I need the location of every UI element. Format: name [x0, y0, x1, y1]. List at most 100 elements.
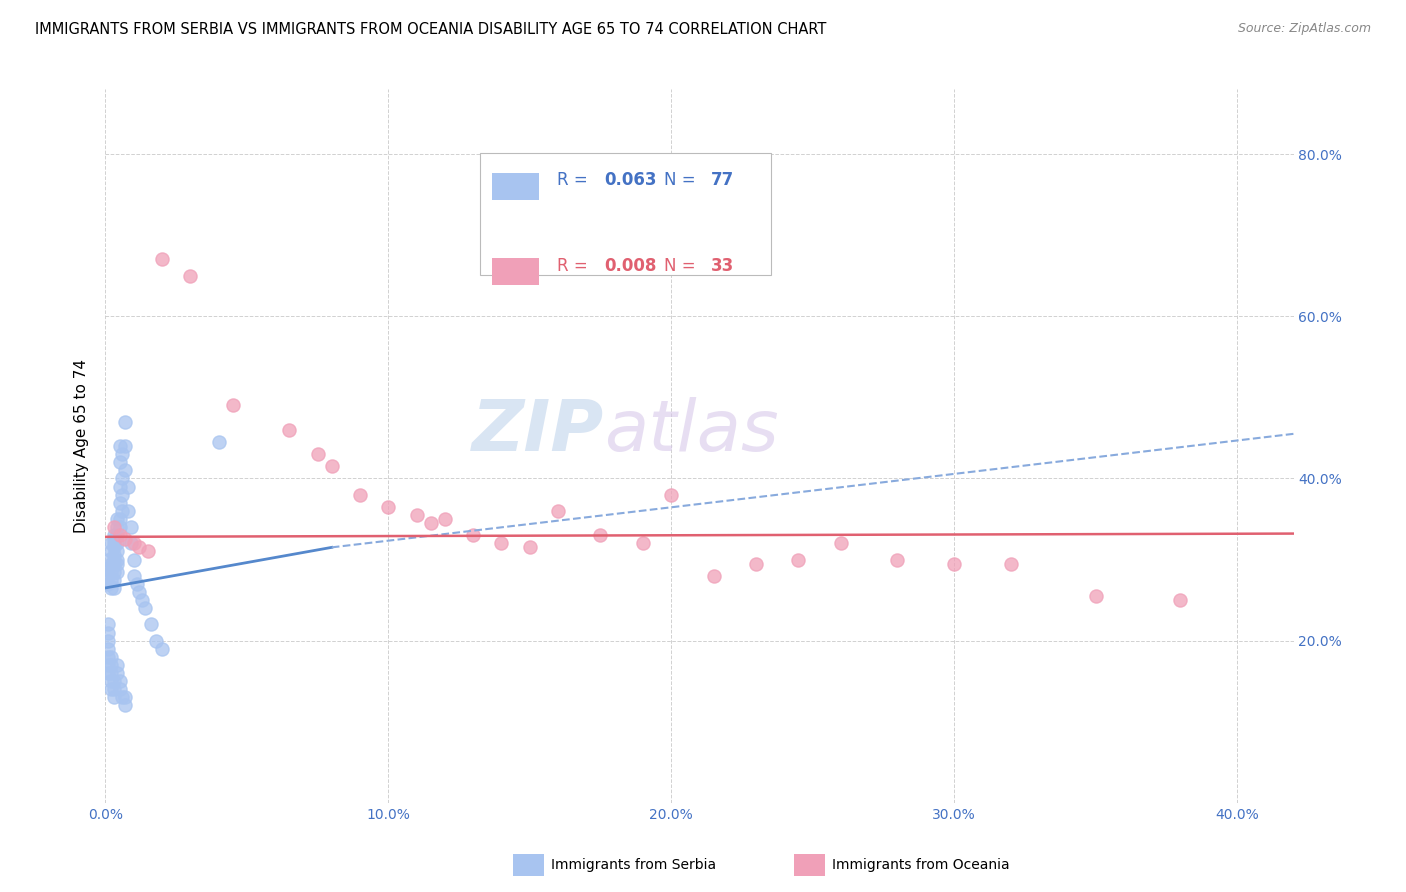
Point [105, 557, 128, 571]
Point [105, 536, 128, 550]
Point [103, 536, 125, 550]
Point [97, 577, 120, 591]
Point [111, 447, 134, 461]
FancyBboxPatch shape [479, 153, 770, 275]
Text: IMMIGRANTS FROM SERBIA VS IMMIGRANTS FROM OCEANIA DISABILITY AGE 65 TO 74 CORREL: IMMIGRANTS FROM SERBIA VS IMMIGRANTS FRO… [35, 22, 827, 37]
Point [103, 520, 125, 534]
Point [103, 557, 125, 571]
Point [745, 557, 768, 571]
Point [108, 528, 131, 542]
Point [108, 512, 131, 526]
Point [111, 690, 134, 705]
Point [108, 455, 131, 469]
Point [114, 690, 136, 705]
Point [943, 557, 966, 571]
Point [1084, 589, 1107, 603]
Point [108, 674, 131, 689]
Point [100, 581, 122, 595]
Text: R =: R = [557, 257, 593, 275]
Point [100, 649, 122, 664]
Point [100, 682, 122, 697]
Point [97, 560, 120, 574]
Point [97, 649, 120, 664]
Bar [492, 173, 538, 200]
Point [128, 585, 150, 599]
Point [589, 528, 612, 542]
Point [207, 434, 229, 449]
Point [321, 459, 343, 474]
Point [111, 488, 134, 502]
Point [103, 674, 125, 689]
Point [105, 520, 128, 534]
Point [108, 496, 131, 510]
Point [120, 536, 142, 550]
Point [111, 504, 134, 518]
Point [100, 557, 122, 571]
Point [117, 504, 139, 518]
Point [433, 512, 456, 526]
Text: atlas: atlas [605, 397, 779, 467]
Point [886, 552, 908, 566]
Point [278, 423, 301, 437]
Point [100, 674, 122, 689]
Text: Source: ZipAtlas.com: Source: ZipAtlas.com [1237, 22, 1371, 36]
Point [103, 549, 125, 563]
Point [108, 520, 131, 534]
Point [97, 617, 120, 632]
Point [97, 641, 120, 656]
Point [136, 544, 159, 558]
Point [659, 488, 682, 502]
Point [1000, 557, 1022, 571]
Point [703, 568, 725, 582]
Point [419, 516, 441, 530]
Point [105, 552, 128, 566]
Point [108, 479, 131, 493]
Point [108, 682, 131, 697]
Point [100, 657, 122, 672]
Point [150, 252, 173, 267]
Point [103, 552, 125, 566]
Point [405, 508, 427, 522]
Point [307, 447, 329, 461]
Point [103, 565, 125, 579]
Point [463, 528, 485, 542]
Point [105, 657, 128, 672]
Text: ZIP: ZIP [472, 397, 605, 467]
Point [103, 533, 125, 547]
Point [114, 439, 136, 453]
Point [100, 544, 122, 558]
Point [97, 552, 120, 566]
Point [125, 577, 148, 591]
Point [491, 536, 513, 550]
Point [111, 471, 134, 485]
Point [103, 541, 125, 555]
Point [100, 565, 122, 579]
Text: Immigrants from Oceania: Immigrants from Oceania [832, 858, 1010, 872]
Point [222, 399, 245, 413]
Point [97, 625, 120, 640]
Point [97, 633, 120, 648]
Point [105, 666, 128, 681]
Point [103, 528, 125, 542]
Point [830, 536, 852, 550]
Point [1170, 593, 1192, 607]
Point [108, 439, 131, 453]
Point [179, 268, 201, 283]
Point [105, 528, 128, 542]
Text: R =: R = [557, 171, 593, 189]
Point [134, 601, 156, 615]
Point [131, 593, 153, 607]
Point [97, 666, 120, 681]
Bar [492, 259, 538, 285]
Point [97, 657, 120, 672]
Point [787, 552, 810, 566]
Point [139, 617, 162, 632]
Point [114, 463, 136, 477]
Point [100, 536, 122, 550]
Point [114, 415, 136, 429]
Point [105, 512, 128, 526]
Point [100, 666, 122, 681]
Point [120, 520, 142, 534]
Point [145, 633, 167, 648]
Point [128, 541, 150, 555]
